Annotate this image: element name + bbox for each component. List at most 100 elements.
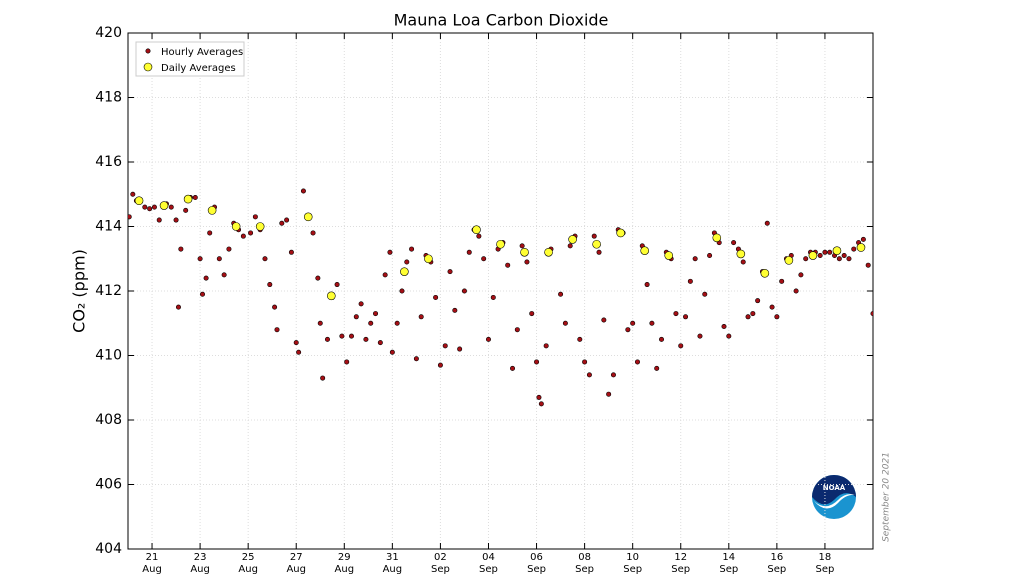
hourly-point bbox=[207, 230, 213, 236]
hourly-point bbox=[178, 246, 184, 252]
hourly-point bbox=[457, 346, 463, 352]
hourly-point bbox=[634, 359, 640, 365]
hourly-point bbox=[764, 220, 770, 226]
daily-point bbox=[760, 268, 770, 278]
hourly-point bbox=[348, 333, 354, 339]
hourly-point bbox=[687, 278, 693, 284]
daily-point bbox=[712, 233, 722, 243]
x-tick-label: 31 Aug bbox=[382, 552, 403, 575]
legend-box bbox=[135, 41, 245, 77]
hourly-point bbox=[394, 320, 400, 326]
hourly-point bbox=[173, 217, 179, 223]
daily-point bbox=[207, 206, 217, 215]
hourly-point bbox=[822, 249, 828, 255]
hourly-point bbox=[755, 298, 761, 304]
daily-point bbox=[255, 222, 265, 231]
daily-point bbox=[664, 251, 674, 260]
daily-point bbox=[784, 256, 794, 265]
hourly-point bbox=[851, 246, 857, 252]
series bbox=[134, 194, 866, 301]
hourly-point bbox=[740, 259, 746, 265]
hourly-point bbox=[373, 311, 379, 317]
hourly-point bbox=[536, 394, 542, 400]
hourly-point bbox=[200, 291, 206, 297]
hourly-point bbox=[586, 372, 592, 378]
hourly-point bbox=[433, 294, 439, 300]
hourly-point bbox=[702, 291, 708, 297]
legend-label: Daily Averages bbox=[161, 63, 236, 74]
hourly-point bbox=[324, 336, 330, 342]
daily-point bbox=[832, 246, 842, 255]
hourly-point bbox=[654, 365, 660, 371]
hourly-point bbox=[203, 275, 209, 281]
hourly-point bbox=[519, 243, 525, 249]
hourly-point bbox=[577, 336, 583, 342]
hourly-point bbox=[865, 262, 871, 268]
series bbox=[128, 188, 873, 407]
hourly-point bbox=[610, 372, 616, 378]
hourly-point bbox=[750, 311, 756, 317]
hourly-point bbox=[404, 259, 410, 265]
hourly-point bbox=[216, 256, 222, 262]
hourly-point bbox=[368, 320, 374, 326]
hourly-point bbox=[437, 362, 443, 368]
daily-point bbox=[592, 239, 601, 249]
hourly-point bbox=[310, 230, 316, 236]
hourly-point bbox=[558, 291, 564, 297]
x-tick-label: 10 Sep bbox=[623, 552, 643, 575]
hourly-point bbox=[567, 243, 573, 249]
x-tick-label: 23 Aug bbox=[190, 552, 210, 575]
hourly-point bbox=[769, 304, 775, 310]
hourly-point bbox=[353, 314, 359, 320]
hourly-point bbox=[625, 327, 631, 333]
hourly-point bbox=[221, 272, 227, 278]
hourly-point bbox=[272, 304, 278, 310]
y-tick-label: 406 bbox=[95, 477, 122, 493]
hourly-point bbox=[817, 253, 823, 259]
hourly-point bbox=[697, 333, 703, 339]
hourly-point bbox=[288, 249, 294, 255]
hourly-point bbox=[510, 365, 516, 371]
hourly-point bbox=[168, 204, 174, 210]
hourly-point bbox=[377, 340, 383, 346]
hourly-point bbox=[262, 256, 268, 262]
x-tick-label: 08 Sep bbox=[575, 552, 595, 575]
hourly-point bbox=[192, 194, 198, 200]
hourly-point bbox=[562, 320, 568, 326]
daily-point bbox=[400, 267, 409, 276]
daily-point bbox=[520, 248, 529, 257]
hourly-point bbox=[644, 282, 650, 288]
y-tick-label: 418 bbox=[95, 90, 122, 106]
hourly-point bbox=[529, 311, 535, 317]
hourly-point bbox=[452, 307, 458, 313]
y-tick-label: 404 bbox=[95, 541, 122, 557]
hourly-point bbox=[803, 256, 809, 262]
daily-point bbox=[327, 291, 336, 301]
x-tick-label: 02 Sep bbox=[430, 552, 450, 575]
hourly-point bbox=[128, 214, 132, 220]
hourly-point bbox=[358, 301, 364, 307]
hourly-point bbox=[461, 288, 467, 294]
y-tick-label: 416 bbox=[95, 154, 122, 170]
daily-point bbox=[303, 212, 313, 222]
hourly-point bbox=[363, 336, 369, 342]
hourly-point bbox=[142, 204, 148, 210]
daily-point bbox=[472, 225, 481, 235]
daily-point bbox=[544, 248, 553, 257]
daily-point bbox=[856, 243, 866, 252]
hourly-point bbox=[582, 359, 588, 365]
hourly-point bbox=[476, 233, 482, 239]
hourly-point bbox=[870, 311, 873, 317]
legend-marker bbox=[145, 48, 151, 54]
daily-point bbox=[736, 249, 746, 259]
x-tick-label: 16 Sep bbox=[767, 552, 787, 575]
hourly-point bbox=[147, 206, 153, 212]
legend-label: Hourly Averages bbox=[161, 47, 243, 58]
hourly-point bbox=[793, 288, 799, 294]
hourly-point bbox=[692, 256, 698, 262]
hourly-point bbox=[382, 272, 388, 278]
hourly-point bbox=[389, 349, 395, 355]
hourly-point bbox=[534, 359, 540, 365]
hourly-point bbox=[538, 401, 544, 407]
